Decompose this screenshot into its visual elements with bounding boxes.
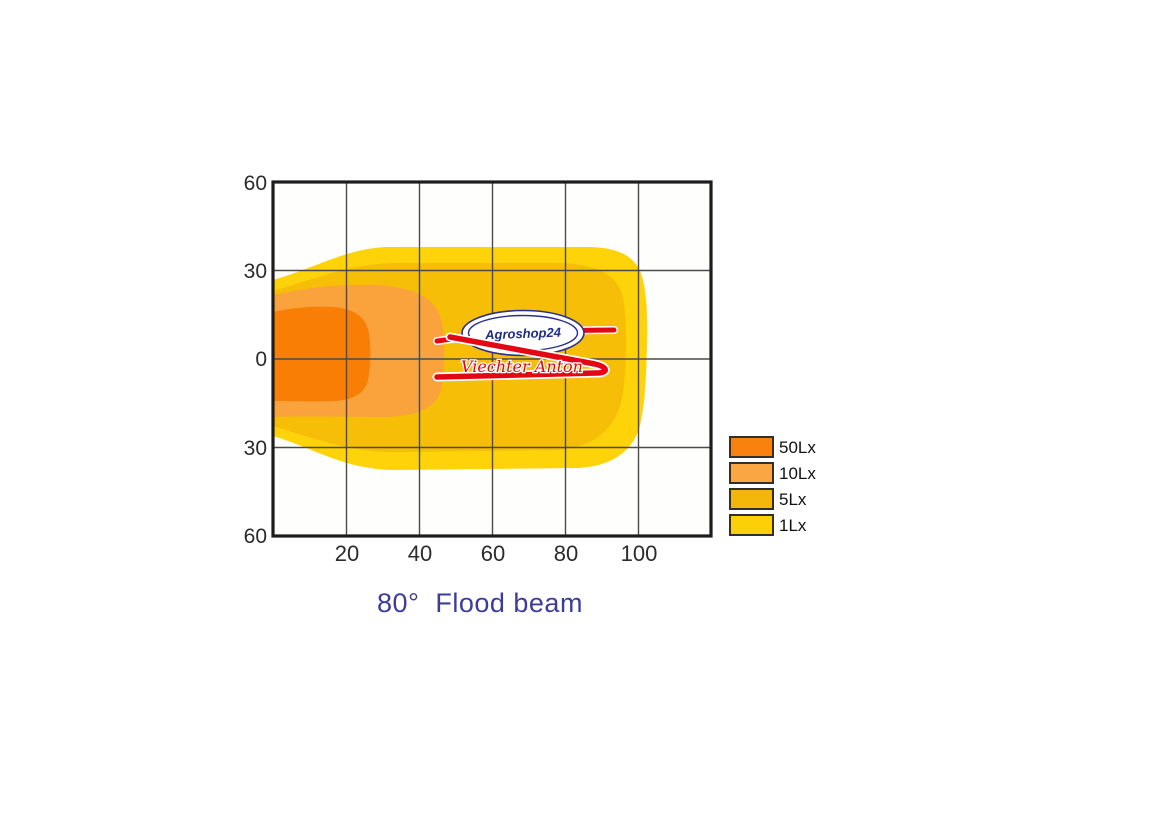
y-tick-label: 30 <box>244 437 267 460</box>
y-tick-label: 60 <box>244 172 267 195</box>
isolux-area-50lx <box>273 306 371 402</box>
legend-swatch-1lx <box>729 514 774 536</box>
legend: 50Lx 10Lx 5Lx 1Lx <box>729 436 816 536</box>
signature-watermark-text: Viechter Anton <box>461 357 583 376</box>
legend-label-50lx: 50Lx <box>779 438 816 457</box>
x-tick-label: 80 <box>554 541 578 566</box>
legend-swatch-50lx <box>729 436 774 458</box>
x-axis-ticks: 20 40 60 80 100 <box>335 541 658 566</box>
watermark: Agroshop24 Viechter Anton <box>432 309 618 382</box>
x-tick-label: 40 <box>408 541 432 566</box>
chart-title: 80° Flood beam <box>377 588 583 618</box>
y-tick-label: 0 <box>255 348 267 371</box>
x-tick-label: 20 <box>335 541 359 566</box>
y-tick-label: 30 <box>244 260 267 283</box>
y-tick-label: 60 <box>244 525 267 548</box>
brand-watermark-text: Agroshop24 <box>484 325 562 343</box>
legend-label-10lx: 10Lx <box>779 464 816 483</box>
plot-border <box>271 180 713 538</box>
grid-lines <box>273 182 711 536</box>
legend-swatch-10lx <box>729 462 774 484</box>
y-axis-ticks: 60 30 0 30 60 <box>244 172 267 548</box>
legend-label-1lx: 1Lx <box>779 516 807 535</box>
x-tick-label: 100 <box>621 541 658 566</box>
x-tick-label: 60 <box>481 541 505 566</box>
swoosh-zigzag-stroke <box>434 334 608 380</box>
legend-swatch-5lx <box>729 488 774 510</box>
legend-label-5lx: 5Lx <box>779 490 807 509</box>
